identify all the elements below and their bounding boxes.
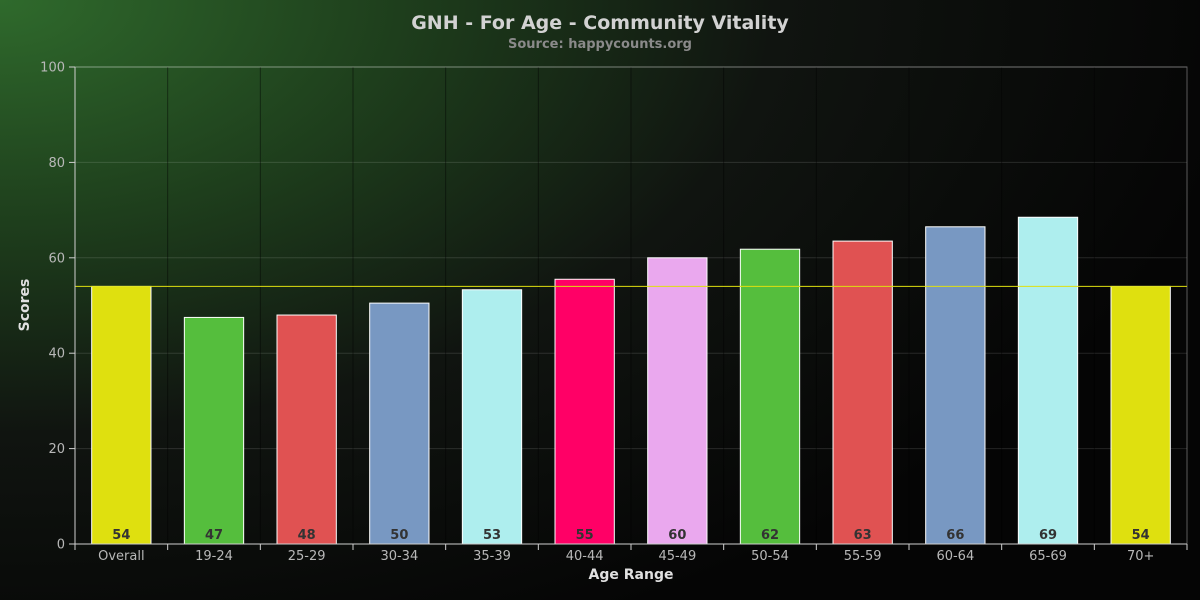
x-tick-label: 30-34: [380, 549, 418, 564]
data-label: 55: [576, 528, 594, 543]
bar: [369, 302, 430, 545]
x-tick-label: 35-39: [473, 549, 511, 564]
data-label: 60: [668, 528, 686, 543]
y-tick-label: 60: [48, 251, 65, 266]
x-axis-title: Age Range: [589, 567, 674, 583]
x-tick-label: 70+: [1127, 549, 1154, 564]
bar: [276, 314, 337, 545]
x-tick-label: 25-29: [288, 549, 326, 564]
x-tick-label: 50-54: [751, 549, 789, 564]
y-tick-label: 80: [48, 156, 65, 171]
data-label: 62: [761, 528, 779, 543]
data-label: 63: [854, 528, 872, 543]
data-label: 66: [946, 528, 964, 543]
chart-title: GNH - For Age - Community Vitality: [411, 12, 789, 34]
data-label: 54: [112, 528, 130, 543]
bars: 54 47 48 50 53 55 60 62 63 66 69 54: [91, 216, 1171, 545]
data-label: 53: [483, 528, 501, 543]
x-tick-label: 65-69: [1029, 549, 1067, 564]
bar: [647, 257, 708, 545]
bar: [925, 226, 986, 545]
x-tick-label: 45-49: [658, 549, 696, 564]
bar: [832, 240, 893, 545]
x-tick-label: Overall: [98, 549, 144, 564]
chart-subtitle: Source: happycounts.org: [508, 37, 692, 52]
data-label: 69: [1039, 528, 1057, 543]
data-label: 50: [390, 528, 408, 543]
y-axis-title: Scores: [17, 279, 33, 332]
grid: [74, 66, 1188, 545]
bar: [183, 316, 245, 545]
data-label: 54: [1132, 528, 1150, 543]
x-tick-label: 60-64: [936, 549, 974, 564]
bar: [1017, 216, 1079, 545]
bar: [461, 289, 523, 545]
y-tick-label: 20: [48, 442, 65, 457]
y-tick-label: 0: [57, 538, 65, 553]
y-tick-label: 100: [40, 61, 65, 76]
x-tick-label: 19-24: [195, 549, 233, 564]
x-tick-label: 55-59: [844, 549, 882, 564]
axes: 0 20 40 60 80 100 Overall 19-24 25-29 30-34 35-39 4…: [40, 61, 1188, 564]
bar: [739, 248, 801, 545]
bar: [1110, 285, 1171, 545]
x-tick-label: 40-44: [566, 549, 604, 564]
data-label: 48: [298, 528, 316, 543]
bar: [91, 285, 152, 545]
y-tick-label: 40: [48, 347, 65, 362]
data-label: 47: [205, 528, 223, 543]
bar: [554, 278, 615, 545]
